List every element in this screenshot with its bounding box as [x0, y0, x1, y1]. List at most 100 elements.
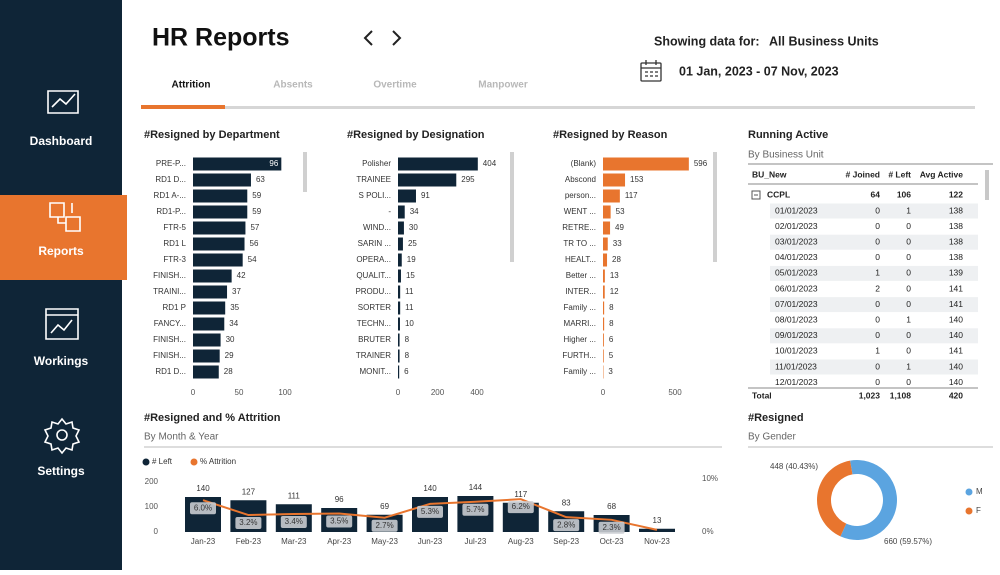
- value-label: 68: [607, 502, 616, 511]
- table-cell: 0: [875, 330, 880, 340]
- value-label: 83: [562, 498, 571, 507]
- table-cell: 139: [949, 268, 963, 278]
- value-label: 33: [613, 239, 622, 248]
- x-tick-label: Sep-23: [553, 537, 579, 546]
- x-tick-label: Oct-23: [600, 537, 625, 546]
- category-label: SORTER: [358, 303, 391, 312]
- value-label: 37: [232, 287, 241, 296]
- nav-item[interactable]: Settings: [37, 464, 85, 478]
- chart-subtitle: By Month & Year: [144, 432, 219, 443]
- prev-arrow[interactable]: [365, 31, 372, 45]
- value-label: 144: [469, 483, 483, 492]
- table-cell: 1: [906, 314, 911, 324]
- tab[interactable]: Manpower: [478, 80, 528, 91]
- value-label: 2.7%: [375, 521, 393, 530]
- bar: [193, 206, 247, 219]
- table-cell: 0: [875, 205, 880, 215]
- total-cell: Total: [752, 390, 772, 400]
- scrollbar[interactable]: [303, 152, 307, 192]
- scrollbar[interactable]: [510, 152, 514, 262]
- date-range[interactable]: 01 Jan, 2023 - 07 Nov, 2023: [679, 64, 839, 78]
- table-cell: 2: [875, 283, 880, 293]
- category-label: S POLI...: [359, 191, 391, 200]
- y-tick-label: 0: [154, 527, 159, 536]
- x-tick-label: May-23: [371, 537, 398, 546]
- value-label: 6.0%: [194, 503, 212, 512]
- x-tick-label: 200: [431, 388, 445, 397]
- category-label: SARIN ...: [358, 239, 391, 248]
- value-label: 59: [252, 207, 261, 216]
- table-cell: 0: [875, 361, 880, 371]
- bar: [398, 302, 400, 315]
- category-label: MARRI...: [564, 319, 596, 328]
- bar: [603, 190, 620, 203]
- tab[interactable]: Overtime: [373, 80, 417, 91]
- category-label: person...: [565, 191, 596, 200]
- category-label: TR TO ...: [563, 239, 596, 248]
- value-label: 404: [483, 159, 497, 168]
- scrollbar[interactable]: [713, 152, 717, 262]
- page-title: HR Reports: [152, 24, 290, 52]
- nav-item[interactable]: Workings: [34, 354, 89, 368]
- x-tick-label: 100: [278, 388, 292, 397]
- bar: [193, 238, 245, 251]
- group-cell: 64: [871, 189, 881, 199]
- table-cell: 05/01/2023: [775, 268, 818, 278]
- x-tick-label: 400: [470, 388, 484, 397]
- table-subtitle: By Business Unit: [748, 150, 824, 161]
- value-label: 28: [612, 255, 621, 264]
- scrollbar[interactable]: [985, 170, 989, 200]
- value-label: 111: [288, 491, 301, 500]
- value-label: 6.2%: [512, 502, 530, 511]
- value-label: 5.3%: [421, 507, 439, 516]
- bar: [603, 158, 689, 171]
- bar: [193, 254, 243, 267]
- table-cell: 140: [949, 377, 963, 387]
- table-cell: 04/01/2023: [775, 252, 818, 262]
- tab[interactable]: Absents: [273, 80, 313, 91]
- nav-item[interactable]: Reports: [38, 244, 84, 258]
- bar: [193, 286, 227, 299]
- value-label: 42: [237, 271, 246, 280]
- next-arrow[interactable]: [393, 31, 400, 45]
- value-label: 12: [610, 287, 619, 296]
- value-label: 25: [408, 239, 417, 248]
- bar: [193, 366, 219, 379]
- category-label: FINISH...: [153, 351, 186, 360]
- table-cell: 12/01/2023: [775, 377, 818, 387]
- calendar-icon[interactable]: [641, 60, 661, 81]
- y-tick-label: 100: [145, 502, 159, 511]
- value-label: 49: [615, 223, 624, 232]
- value-label: 3.2%: [239, 518, 257, 527]
- value-label: 11: [405, 287, 414, 296]
- legend-label: # Left: [152, 457, 173, 466]
- value-label: 59: [252, 191, 261, 200]
- category-label: RD1 D...: [155, 175, 186, 184]
- x-tick-label: 0: [601, 388, 606, 397]
- value-label: 2.3%: [602, 523, 620, 532]
- column-header: BU_New: [752, 169, 787, 179]
- nav-item[interactable]: Dashboard: [30, 134, 93, 148]
- legend-marker: [966, 489, 973, 496]
- bar: [603, 318, 604, 331]
- value-label: 56: [250, 239, 259, 248]
- tab[interactable]: Attrition: [172, 80, 211, 91]
- table-cell: 140: [949, 314, 963, 324]
- category-label: RETRE...: [562, 223, 596, 232]
- category-label: FANCY...: [154, 319, 186, 328]
- table-cell: 0: [906, 299, 911, 309]
- value-label: 8: [405, 335, 410, 344]
- table-cell: 0: [875, 377, 880, 387]
- value-label: 54: [248, 255, 257, 264]
- collapse-icon[interactable]: [752, 191, 760, 199]
- group-cell: CCPL: [767, 189, 790, 199]
- bar: [193, 302, 225, 315]
- category-label: BRUTER: [358, 335, 391, 344]
- table-cell: 0: [875, 252, 880, 262]
- value-label: 448 (40.43%): [770, 462, 818, 471]
- value-label: 34: [229, 319, 238, 328]
- value-label: 91: [421, 191, 430, 200]
- value-label: 57: [250, 223, 259, 232]
- chart-title: #Resigned and % Attrition: [144, 412, 281, 424]
